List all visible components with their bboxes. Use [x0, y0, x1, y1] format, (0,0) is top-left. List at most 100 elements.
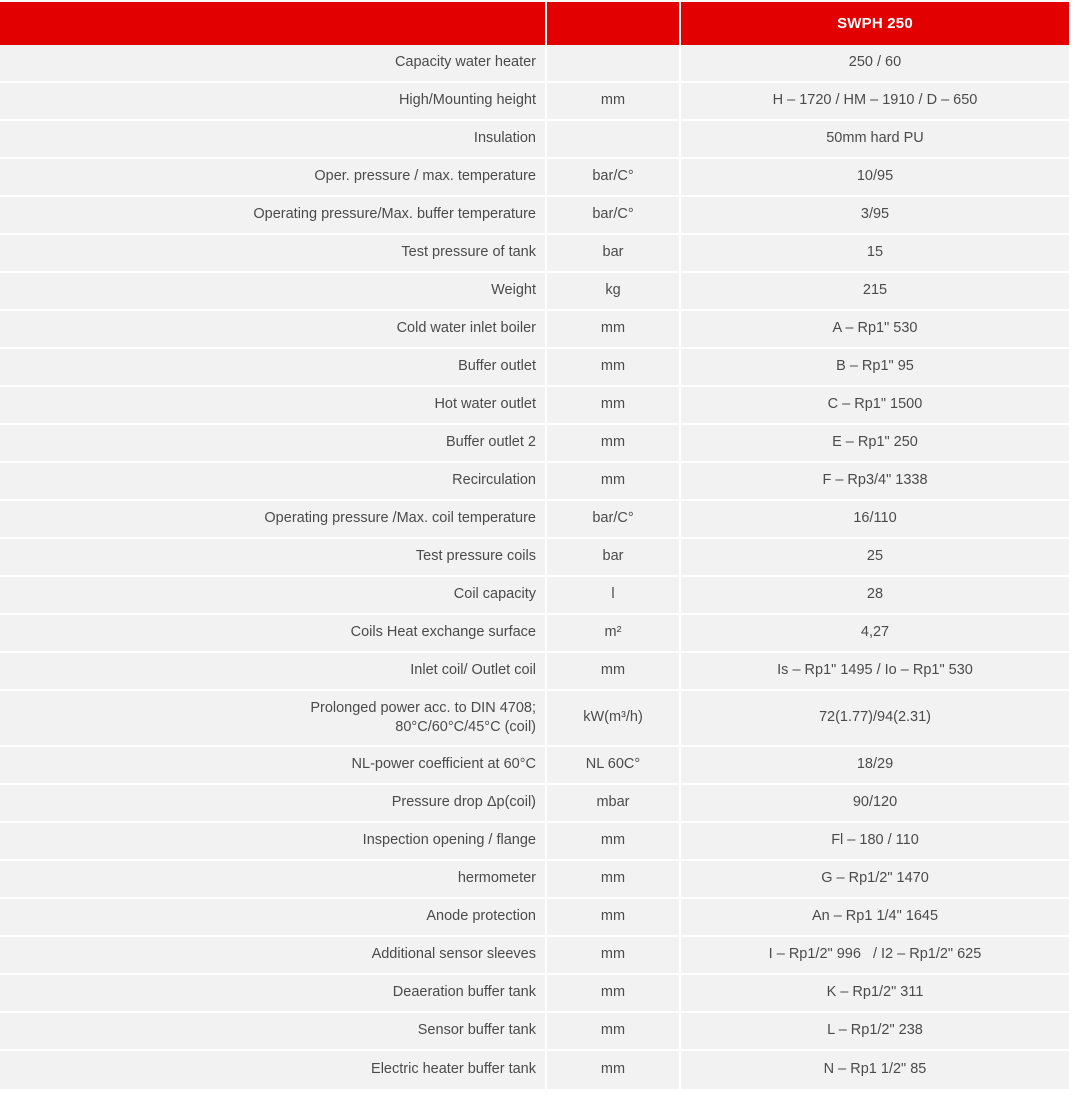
cell-parameter-label: High/Mounting height	[0, 83, 547, 121]
header-row: SWPH 250	[0, 2, 1069, 45]
cell-value: B – Rp1" 95	[681, 349, 1069, 387]
table-row: Weight kg 215	[0, 273, 1069, 311]
table-row: Cold water inlet boiler mm A – Rp1" 530	[0, 311, 1069, 349]
table-row: Prolonged power acc. to DIN 4708; 80°C/60…	[0, 691, 1069, 747]
table-row: NL-power coefficient at 60°C NL 60C° 18/29	[0, 747, 1069, 785]
cell-parameter-label: Insulation	[0, 121, 547, 159]
cell-parameter-label: Sensor buffer tank	[0, 1013, 547, 1051]
header-cell-unit	[547, 2, 681, 45]
cell-value: 28	[681, 577, 1069, 615]
cell-parameter-label: Weight	[0, 273, 547, 311]
cell-parameter-label: Test pressure of tank	[0, 235, 547, 273]
cell-unit: NL 60C°	[547, 747, 681, 785]
cell-value: A – Rp1" 530	[681, 311, 1069, 349]
cell-unit: mm	[547, 937, 681, 975]
table-row: hermometer mm G – Rp1/2" 1470	[0, 861, 1069, 899]
cell-value: 3/95	[681, 197, 1069, 235]
cell-value: K – Rp1/2" 311	[681, 975, 1069, 1013]
cell-value: 90/120	[681, 785, 1069, 823]
cell-unit: mm	[547, 861, 681, 899]
cell-unit: kg	[547, 273, 681, 311]
label-line-2: 80°C/60°C/45°C (coil)	[395, 719, 536, 735]
cell-value: G – Rp1/2" 1470	[681, 861, 1069, 899]
cell-unit: mm	[547, 1051, 681, 1089]
cell-parameter-label: Deaeration buffer tank	[0, 975, 547, 1013]
cell-unit: mm	[547, 463, 681, 501]
table-row: Test pressure of tank bar 15	[0, 235, 1069, 273]
cell-value: 4,27	[681, 615, 1069, 653]
table-row: Capacity water heater 250 / 60	[0, 45, 1069, 83]
table-body: Capacity water heater 250 / 60 High/Mounti…	[0, 45, 1069, 1089]
cell-unit: bar/C°	[547, 197, 681, 235]
cell-unit: mm	[547, 653, 681, 691]
table-row: Buffer outlet mm B – Rp1" 95	[0, 349, 1069, 387]
cell-value: 50mm hard PU	[681, 121, 1069, 159]
table-row: Inlet coil/ Outlet coil mm Is – Rp1" 1495 …	[0, 653, 1069, 691]
cell-unit: mm	[547, 975, 681, 1013]
table-row: Pressure drop Δp(coil) mbar 90/120	[0, 785, 1069, 823]
cell-parameter-label: Operating pressure /Max. coil temperatur…	[0, 501, 547, 539]
table-row: Electric heater buffer tank mm N – Rp1 1/2…	[0, 1051, 1069, 1089]
cell-parameter-label: NL-power coefficient at 60°C	[0, 747, 547, 785]
table-row: Buffer outlet 2 mm E – Rp1" 250	[0, 425, 1069, 463]
cell-parameter-label: Pressure drop Δp(coil)	[0, 785, 547, 823]
cell-value: 16/110	[681, 501, 1069, 539]
cell-unit: mm	[547, 349, 681, 387]
table-row: Coils Heat exchange surface m² 4,27	[0, 615, 1069, 653]
cell-parameter-label: Operating pressure/Max. buffer temperatu…	[0, 197, 547, 235]
cell-value: 18/29	[681, 747, 1069, 785]
cell-unit: mm	[547, 83, 681, 121]
cell-value: F – Rp3/4" 1338	[681, 463, 1069, 501]
cell-parameter-label: Buffer outlet 2	[0, 425, 547, 463]
cell-value: L – Rp1/2" 238	[681, 1013, 1069, 1051]
cell-unit: bar	[547, 539, 681, 577]
cell-unit: mm	[547, 425, 681, 463]
cell-parameter-label: Oper. pressure / max. temperature	[0, 159, 547, 197]
cell-value: I – Rp1/2" 996 / I2 – Rp1/2" 625	[681, 937, 1069, 975]
cell-unit: mm	[547, 899, 681, 937]
cell-parameter-label: Coil capacity	[0, 577, 547, 615]
cell-parameter-label: Capacity water heater	[0, 45, 547, 83]
cell-unit: m²	[547, 615, 681, 653]
cell-parameter-label: Inspection opening / flange	[0, 823, 547, 861]
cell-unit: kW(m³/h)	[547, 691, 681, 747]
cell-value: 10/95	[681, 159, 1069, 197]
cell-parameter-label: Buffer outlet	[0, 349, 547, 387]
cell-unit: l	[547, 577, 681, 615]
cell-value: N – Rp1 1/2" 85	[681, 1051, 1069, 1089]
table-row: Test pressure coils bar 25	[0, 539, 1069, 577]
cell-parameter-label: Inlet coil/ Outlet coil	[0, 653, 547, 691]
cell-unit: mm	[547, 1013, 681, 1051]
cell-value: 72(1.77)/94(2.31)	[681, 691, 1069, 747]
cell-value: E – Rp1" 250	[681, 425, 1069, 463]
cell-unit: mm	[547, 311, 681, 349]
cell-parameter-label: Test pressure coils	[0, 539, 547, 577]
cell-unit: bar/C°	[547, 501, 681, 539]
cell-unit	[547, 121, 681, 159]
table-row: Insulation 50mm hard PU	[0, 121, 1069, 159]
cell-unit: mm	[547, 823, 681, 861]
table-row: Anode protection mm An – Rp1 1/4" 1645	[0, 899, 1069, 937]
cell-parameter-label: Electric heater buffer tank	[0, 1051, 547, 1089]
label-line-1: Prolonged power acc. to DIN 4708;	[310, 700, 536, 717]
cell-parameter-label: Hot water outlet	[0, 387, 547, 425]
header-cell-parameter	[0, 2, 547, 45]
cell-value: Is – Rp1" 1495 / Io – Rp1" 530	[681, 653, 1069, 691]
table-row: Oper. pressure / max. temperature bar/C° 1…	[0, 159, 1069, 197]
cell-parameter-label: Additional sensor sleeves	[0, 937, 547, 975]
cell-parameter-label: hermometer	[0, 861, 547, 899]
table-row: Sensor buffer tank mm L – Rp1/2" 238	[0, 1013, 1069, 1051]
cell-value: Fl – 180 / 110	[681, 823, 1069, 861]
cell-value: C – Rp1" 1500	[681, 387, 1069, 425]
table-row: Coil capacity l 28	[0, 577, 1069, 615]
table-row: Operating pressure /Max. coil temperatur…	[0, 501, 1069, 539]
cell-value: 215	[681, 273, 1069, 311]
cell-value: H – 1720 / HM – 1910 / D – 650	[681, 83, 1069, 121]
cell-parameter-label: Recirculation	[0, 463, 547, 501]
table-row: Recirculation mm F – Rp3/4" 1338	[0, 463, 1069, 501]
table-header: SWPH 250	[0, 2, 1069, 45]
table-row: Additional sensor sleeves mm I – Rp1/2" 99…	[0, 937, 1069, 975]
cell-unit: mm	[547, 387, 681, 425]
